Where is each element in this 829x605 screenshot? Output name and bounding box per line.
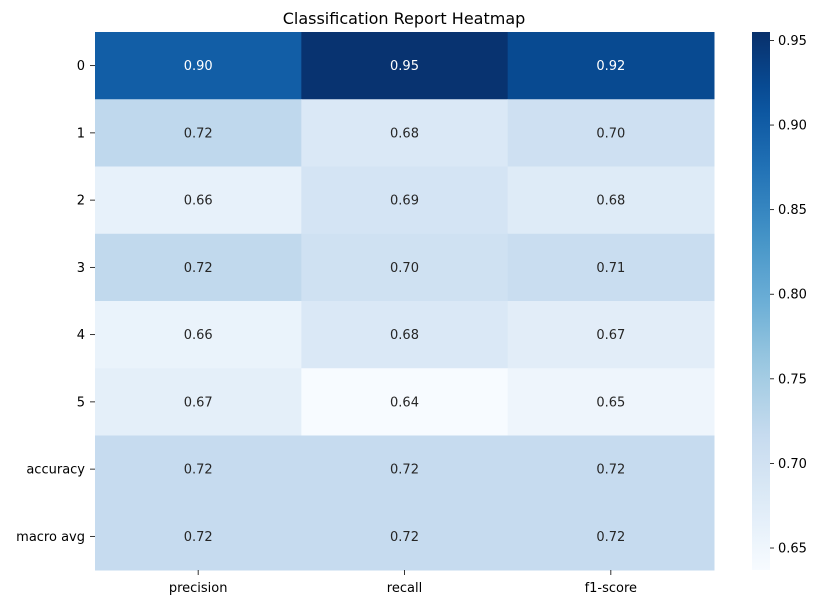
- chart-title: Classification Report Heatmap: [283, 9, 526, 28]
- row-label-2: 2: [77, 194, 85, 209]
- heatmap-cell-r3-c2: [507, 233, 715, 302]
- cell-value-label-r7-c0: 0.72: [184, 530, 213, 545]
- heatmap-cell-r2-c1: [301, 166, 509, 235]
- cell-value-label-r4-c1: 0.68: [390, 328, 419, 343]
- heatmap-cell-r5-c0: [95, 368, 302, 436]
- cell-value-label-r6-c1: 0.72: [390, 463, 419, 478]
- heatmap-cell-r7-c2: [507, 502, 715, 571]
- cell-value-label-r4-c0: 0.66: [184, 328, 213, 343]
- cell-value-label-r5-c1: 0.64: [390, 395, 419, 410]
- row-label-3: 3: [77, 261, 85, 276]
- column-label-1: recall: [387, 581, 422, 596]
- cell-value-label-r1-c0: 0.72: [184, 126, 213, 141]
- heatmap-cells: 0.90 0.95 0.92 0.72 0.68 0.70 0.66 0.69 0.68 0.72…: [95, 32, 715, 571]
- heatmap-cell-r0-c1: [301, 32, 509, 100]
- heatmap-cell-r2-c2: [507, 166, 715, 235]
- heatmap-cell-r3-c0: [95, 233, 302, 302]
- colorbar-tick-label-0: 0.65: [778, 542, 807, 557]
- cell-value-label-r6-c2: 0.72: [596, 463, 625, 478]
- colorbar-tick-label-2: 0.75: [778, 372, 807, 387]
- cell-value-label-r1-c1: 0.68: [390, 126, 419, 141]
- heatmap-cell-r1-c0: [95, 99, 302, 167]
- colorbar-tick-label-6: 0.95: [778, 34, 807, 49]
- column-label-2: f1-score: [585, 581, 637, 596]
- heatmap-cell-r4-c1: [301, 301, 509, 369]
- cell-value-label-r7-c1: 0.72: [390, 530, 419, 545]
- colorbar-gradient: [752, 32, 770, 570]
- heatmap-cell-r5-c1: [301, 368, 509, 436]
- column-label-0: precision: [169, 581, 228, 596]
- colorbar-tick-label-4: 0.85: [778, 203, 807, 218]
- heatmap-cell-r3-c1: [301, 233, 509, 302]
- cell-value-label-r0-c2: 0.92: [596, 59, 625, 74]
- colorbar-tick-label-1: 0.70: [778, 457, 807, 472]
- heatmap-cell-r0-c2: [507, 32, 715, 100]
- heatmap-cell-r7-c1: [301, 502, 509, 571]
- colorbar: 0.65 0.70 0.75 0.80 0.85 0.90 0.95: [752, 32, 807, 570]
- row-label-1: 1: [77, 126, 85, 141]
- cell-value-label-r1-c2: 0.70: [596, 126, 625, 141]
- row-label-7: macro avg: [16, 530, 85, 545]
- cell-value-label-r7-c2: 0.72: [596, 530, 625, 545]
- heatmap-cell-r5-c2: [507, 368, 715, 436]
- cell-value-label-r6-c0: 0.72: [184, 463, 213, 478]
- cell-value-label-r3-c2: 0.71: [596, 261, 625, 276]
- cell-value-label-r0-c0: 0.90: [184, 59, 213, 74]
- row-label-4: 4: [77, 328, 85, 343]
- cell-value-label-r2-c2: 0.68: [596, 194, 625, 209]
- cell-value-label-r5-c0: 0.67: [184, 395, 213, 410]
- cell-value-label-r3-c1: 0.70: [390, 261, 419, 276]
- cell-value-label-r2-c0: 0.66: [184, 194, 213, 209]
- heatmap-cell-r6-c0: [95, 435, 302, 504]
- heatmap-cell-r6-c1: [301, 435, 509, 504]
- heatmap-cell-r6-c2: [507, 435, 715, 504]
- heatmap-cell-r2-c0: [95, 166, 302, 235]
- heatmap-cell-r4-c2: [507, 301, 715, 369]
- column-labels: precision recall f1-score: [169, 570, 637, 596]
- colorbar-tick-label-3: 0.80: [778, 288, 807, 303]
- cell-value-label-r2-c1: 0.69: [390, 194, 419, 209]
- row-label-0: 0: [77, 59, 85, 74]
- colorbar-tick-label-5: 0.90: [778, 119, 807, 134]
- heatmap-cell-r4-c0: [95, 301, 302, 369]
- heatmap-cell-r1-c1: [301, 99, 509, 167]
- cell-value-label-r4-c2: 0.67: [596, 328, 625, 343]
- cell-value-label-r5-c2: 0.65: [596, 395, 625, 410]
- heatmap-cell-r7-c0: [95, 502, 302, 571]
- heatmap-cell-r0-c0: [95, 32, 302, 100]
- cell-value-label-r3-c0: 0.72: [184, 261, 213, 276]
- row-label-5: 5: [77, 395, 85, 410]
- heatmap-cell-r1-c2: [507, 99, 715, 167]
- row-labels: 0 1 2 3 4 5 accuracy macro avg: [16, 59, 95, 545]
- row-label-6: accuracy: [26, 463, 85, 478]
- cell-value-label-r0-c1: 0.95: [390, 59, 419, 74]
